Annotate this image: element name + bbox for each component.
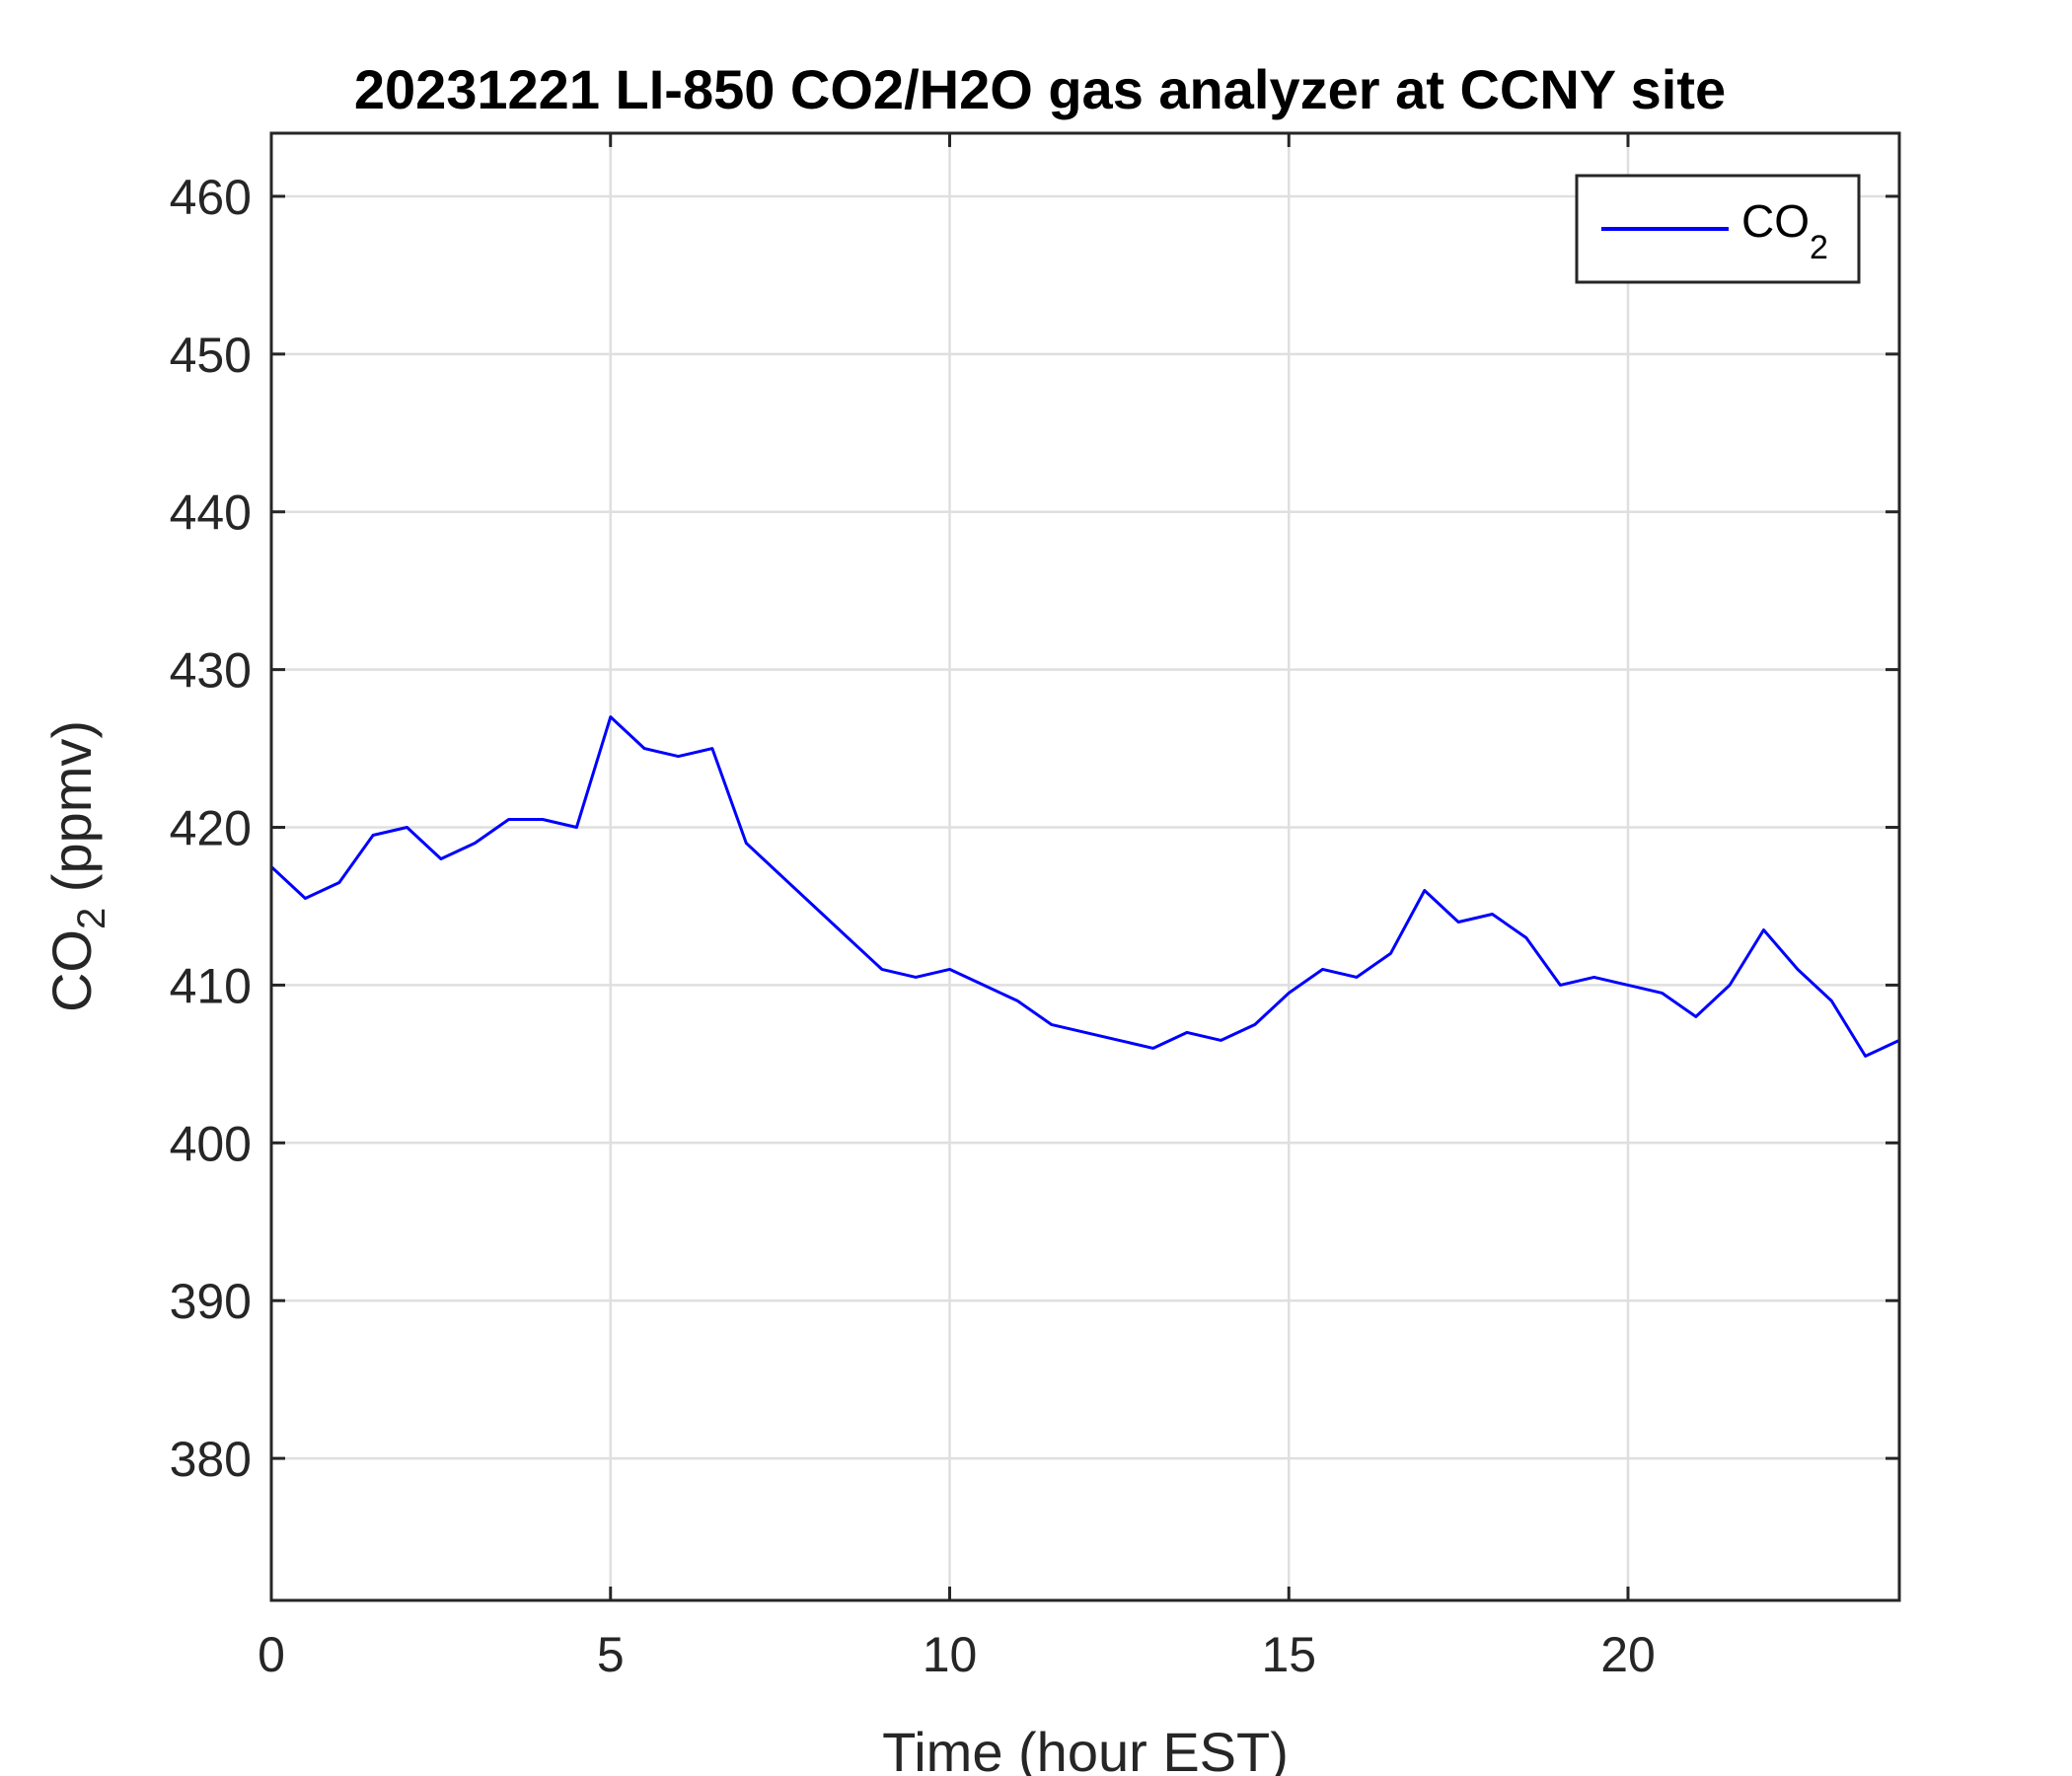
x-tick-label: 15 xyxy=(1261,1627,1316,1682)
y-tick-label: 430 xyxy=(170,643,252,699)
y-axis-label-unit: (ppmv) xyxy=(40,720,103,908)
y-tick-label: 450 xyxy=(170,328,252,383)
y-tick-label: 420 xyxy=(170,801,252,856)
series-line-0 xyxy=(269,715,1900,1058)
y-axis-label-subscript: 2 xyxy=(70,908,113,929)
axes-box xyxy=(269,131,1901,1602)
legend: CO2 xyxy=(1575,174,1861,284)
series-layer xyxy=(269,715,1900,1058)
grid xyxy=(269,133,1899,1600)
y-tick-label: 460 xyxy=(170,170,252,225)
y-tick-label: 390 xyxy=(170,1274,252,1329)
y-tick-label: 410 xyxy=(170,958,252,1013)
y-axis-label-main: CO xyxy=(40,929,103,1012)
x-tick-label: 20 xyxy=(1600,1627,1656,1682)
x-tick-label: 10 xyxy=(923,1627,978,1682)
y-tick-label: 400 xyxy=(170,1116,252,1171)
y-tick-label: 380 xyxy=(170,1432,252,1487)
legend-label-co2: CO2 xyxy=(1741,195,1828,266)
chart-title: 20231221 LI-850 CO2/H2O gas analyzer at … xyxy=(354,58,1726,120)
legend-label-subscript: 2 xyxy=(1810,229,1828,266)
tick-labels: 0 5 10 15 20 380 390 400 410 420 430 440 450 460 xyxy=(170,170,1656,1682)
y-axis-label: CO2 (ppmv) xyxy=(40,720,113,1012)
x-axis-label: Time (hour EST) xyxy=(882,1721,1289,1776)
legend-label-main: CO xyxy=(1741,195,1810,247)
x-tick-label: 5 xyxy=(597,1627,625,1682)
x-tick-label: 0 xyxy=(258,1627,285,1682)
y-tick-label: 440 xyxy=(170,485,252,541)
tick-marks xyxy=(269,133,1899,1600)
